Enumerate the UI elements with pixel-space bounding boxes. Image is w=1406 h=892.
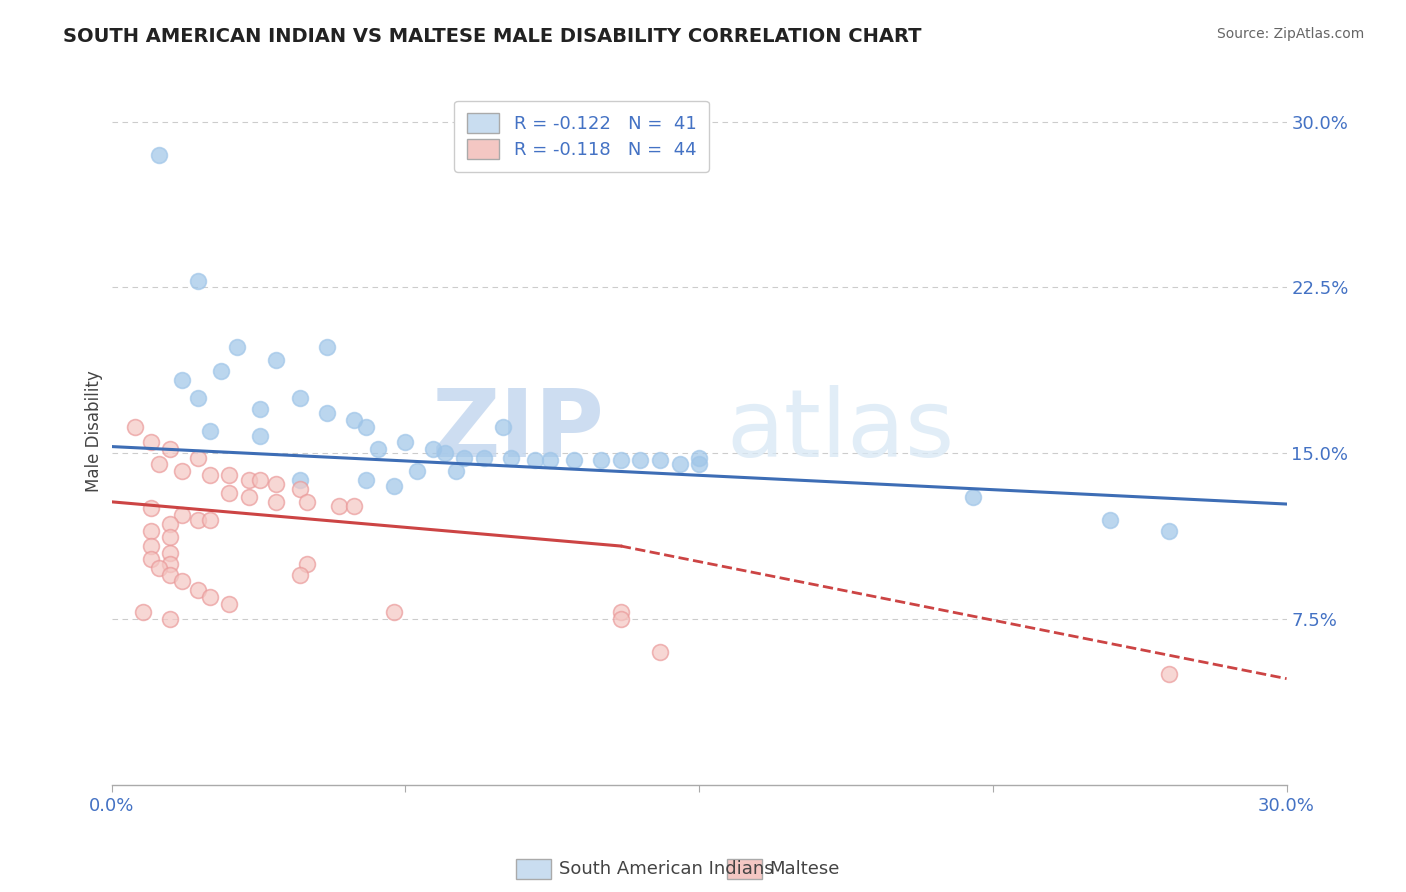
Point [316,340,339,354]
Point [394,435,416,450]
Point [343,413,366,427]
Point [354,473,377,487]
Point [610,453,633,467]
Point [688,457,710,471]
Point [159,442,181,456]
Point [492,419,515,434]
Point [297,495,319,509]
Text: ZIP: ZIP [432,385,605,477]
Point [343,500,366,514]
Point [668,457,690,471]
Text: South American Indians: South American Indians [558,860,773,878]
Text: atlas: atlas [725,385,955,477]
Point [132,605,155,619]
Point [1157,667,1180,681]
Point [433,446,456,460]
Point [187,391,209,405]
Point [148,148,170,162]
Point [472,450,495,465]
Point [1157,524,1180,538]
Point [238,491,260,505]
Text: SOUTH AMERICAN INDIAN VS MALTESE MALE DISABILITY CORRELATION CHART: SOUTH AMERICAN INDIAN VS MALTESE MALE DI… [63,27,922,45]
Point [688,450,710,465]
Point [172,574,194,589]
Point [159,612,181,626]
Point [382,605,405,619]
Point [453,450,475,465]
Point [198,590,221,604]
Point [249,473,271,487]
Point [538,453,561,467]
Point [367,442,389,456]
Point [198,424,221,438]
Point [316,406,339,420]
Point [159,546,181,560]
Point [610,605,633,619]
Point [249,428,271,442]
Point [139,435,162,450]
Point [264,495,287,509]
Point [382,479,405,493]
Text: Maltese: Maltese [769,860,839,878]
Point [139,524,162,538]
Point [628,453,651,467]
Point [288,567,311,582]
Point [406,464,429,478]
Point [249,402,271,417]
Y-axis label: Male Disability: Male Disability [86,370,103,492]
Point [172,508,194,522]
Point [159,557,181,571]
Point [218,468,240,483]
Point [209,364,232,378]
Point [159,516,181,531]
Text: Source: ZipAtlas.com: Source: ZipAtlas.com [1216,27,1364,41]
Point [288,482,311,496]
Point [962,491,984,505]
Point [148,457,170,471]
Point [139,552,162,566]
Point [264,477,287,491]
Point [187,583,209,598]
Legend: R = -0.122   N =  41, R = -0.118   N =  44: R = -0.122 N = 41, R = -0.118 N = 44 [454,101,709,172]
Point [198,468,221,483]
Point [187,512,209,526]
Point [159,567,181,582]
Point [139,539,162,553]
Point [226,340,249,354]
Point [523,453,546,467]
Point [218,597,240,611]
Point [501,450,523,465]
Point [172,373,194,387]
Point [218,486,240,500]
Point [562,453,585,467]
Point [1099,512,1122,526]
Point [198,512,221,526]
Point [288,391,311,405]
Point [159,530,181,544]
Point [297,557,319,571]
Point [591,453,613,467]
Point [187,274,209,288]
Point [328,500,350,514]
Point [148,561,170,575]
Point [648,645,671,659]
Point [264,353,287,368]
Point [187,450,209,465]
Point [422,442,444,456]
Point [238,473,260,487]
Point [124,419,146,434]
Point [446,464,468,478]
Point [139,501,162,516]
Point [288,473,311,487]
Point [610,612,633,626]
Point [648,453,671,467]
Point [172,464,194,478]
Point [354,419,377,434]
